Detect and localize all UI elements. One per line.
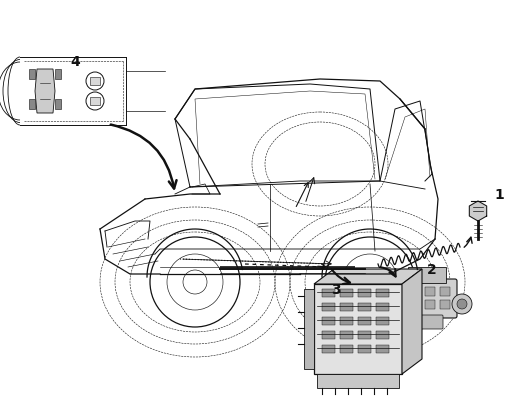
Bar (376, 303, 389, 311)
Polygon shape (470, 202, 487, 221)
Bar (340, 331, 353, 339)
Bar (376, 317, 389, 325)
Bar (55, 70, 61, 80)
Bar (358, 289, 371, 297)
Circle shape (387, 289, 397, 299)
Bar (358, 331, 371, 339)
FancyBboxPatch shape (398, 279, 457, 318)
Bar (376, 331, 389, 339)
Bar (322, 303, 335, 311)
Bar (55, 100, 61, 110)
Polygon shape (314, 269, 422, 284)
Bar (425, 287, 435, 296)
Bar (408, 267, 446, 283)
Bar (376, 345, 389, 353)
Bar (322, 289, 335, 297)
Polygon shape (35, 70, 55, 114)
Bar (29, 70, 35, 80)
Bar (440, 300, 450, 309)
Circle shape (382, 284, 402, 304)
FancyBboxPatch shape (411, 315, 443, 329)
Text: 4: 4 (70, 55, 80, 69)
Text: 2: 2 (427, 262, 437, 276)
Bar (340, 345, 353, 353)
Text: 1: 1 (494, 188, 504, 202)
Bar (410, 300, 420, 309)
Bar (322, 331, 335, 339)
Circle shape (452, 294, 472, 314)
Circle shape (457, 299, 467, 309)
Bar (358, 317, 371, 325)
Bar (425, 300, 435, 309)
Polygon shape (402, 269, 422, 374)
Bar (90, 98, 100, 106)
Bar (340, 303, 353, 311)
Text: 3: 3 (331, 282, 341, 296)
Bar (358, 303, 371, 311)
Bar (358, 345, 371, 353)
Bar (410, 287, 420, 296)
Bar (304, 289, 314, 369)
Bar (376, 289, 389, 297)
Bar (317, 374, 399, 388)
Bar (340, 289, 353, 297)
Bar (314, 284, 402, 374)
Bar (340, 317, 353, 325)
Bar (29, 100, 35, 110)
Bar (322, 345, 335, 353)
Bar (440, 287, 450, 296)
Bar (90, 78, 100, 86)
Bar (322, 317, 335, 325)
